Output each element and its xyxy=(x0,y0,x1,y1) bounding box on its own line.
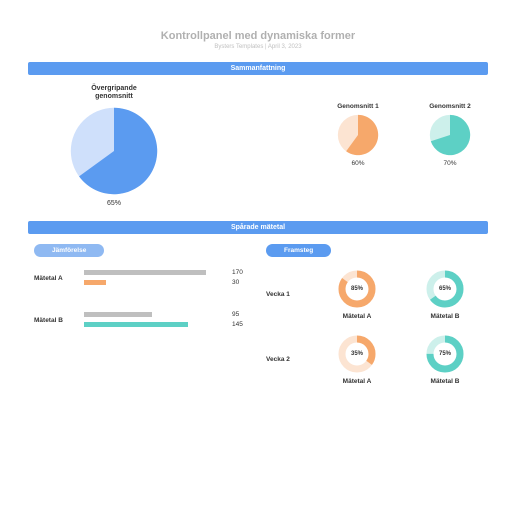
overall-average-pie xyxy=(69,106,159,196)
donut-chart-1-1: 75% xyxy=(425,334,465,374)
section-summary-bar: Sammanfattning xyxy=(28,62,488,75)
donut-1-0: 35% Mätetal A xyxy=(320,334,394,385)
overall-average-block: Övergripande genomsnitt 65% xyxy=(34,85,194,207)
donut-0-1: 65% Mätetal B xyxy=(408,269,482,320)
comparison-col: Jämförelse Mätetal A 170 30 Mätetal B 95… xyxy=(34,244,250,399)
summary-row: Övergripande genomsnitt 65% Genomsnitt 1… xyxy=(28,85,488,207)
bar-0-0: 170 xyxy=(84,269,250,276)
bar-1-1: 145 xyxy=(84,321,250,328)
header: Kontrollpanel med dynamiska former Byste… xyxy=(28,30,488,50)
donut-1-1: 75% Mätetal B xyxy=(408,334,482,385)
donut-val-1-1: 75% xyxy=(425,334,465,374)
donut-metric-1-0: Mätetal A xyxy=(320,378,394,385)
average-1-block: Genomsnitt 1 60% xyxy=(326,103,390,167)
bar-0-1: 30 xyxy=(84,279,250,286)
tracked-row: Jämförelse Mätetal A 170 30 Mätetal B 95… xyxy=(28,244,488,399)
bar-val-1-0: 95 xyxy=(228,311,250,318)
donut-chart-0-1: 65% xyxy=(425,269,465,309)
donut-val-0-0: 85% xyxy=(337,269,377,309)
donut-chart-0-0: 85% xyxy=(337,269,377,309)
average-1-title: Genomsnitt 1 xyxy=(326,103,390,110)
overall-average-label: 65% xyxy=(34,200,194,207)
average-2-pie xyxy=(429,114,471,156)
progress-pill: Framsteg xyxy=(266,244,331,257)
average-1-label: 60% xyxy=(326,160,390,167)
donut-chart-1-0: 35% xyxy=(337,334,377,374)
average-2-title: Genomsnitt 2 xyxy=(418,103,482,110)
average-2-label: 70% xyxy=(418,160,482,167)
bar-val-1-1: 145 xyxy=(228,321,250,328)
donut-metric-0-1: Mätetal B xyxy=(408,313,482,320)
comparison-pill: Jämförelse xyxy=(34,244,104,257)
week-name-0: Vecka 1 xyxy=(266,291,306,298)
week-row-1: Vecka 2 35% Mätetal A 75% Mätetal B xyxy=(266,334,482,385)
page-subtitle: Bysters Templates | April 3, 2023 xyxy=(28,44,488,50)
week-row-0: Vecka 1 85% Mätetal A 65% Mätetal B xyxy=(266,269,482,320)
donut-metric-1-1: Mätetal B xyxy=(408,378,482,385)
metric-name-1: Mätetal B xyxy=(34,317,78,324)
bar-val-0-0: 170 xyxy=(228,269,250,276)
donut-val-0-1: 65% xyxy=(425,269,465,309)
page-title: Kontrollpanel med dynamiska former xyxy=(28,30,488,42)
small-pies: Genomsnitt 1 60% Genomsnitt 2 70% xyxy=(214,85,482,167)
average-1-pie xyxy=(337,114,379,156)
metric-row-1: Mätetal B 95 145 xyxy=(34,311,250,331)
overall-average-title: Övergripande genomsnitt xyxy=(34,85,194,102)
donut-val-1-0: 35% xyxy=(337,334,377,374)
progress-col: Framsteg Vecka 1 85% Mätetal A 65% Mätet… xyxy=(266,244,482,399)
week-name-1: Vecka 2 xyxy=(266,356,306,363)
bar-val-0-1: 30 xyxy=(228,279,250,286)
bar-1-0: 95 xyxy=(84,311,250,318)
average-2-block: Genomsnitt 2 70% xyxy=(418,103,482,167)
metric-row-0: Mätetal A 170 30 xyxy=(34,269,250,289)
donut-0-0: 85% Mätetal A xyxy=(320,269,394,320)
section-tracked-bar: Spårade mätetal xyxy=(28,221,488,234)
donut-metric-0-0: Mätetal A xyxy=(320,313,394,320)
metric-name-0: Mätetal A xyxy=(34,275,78,282)
